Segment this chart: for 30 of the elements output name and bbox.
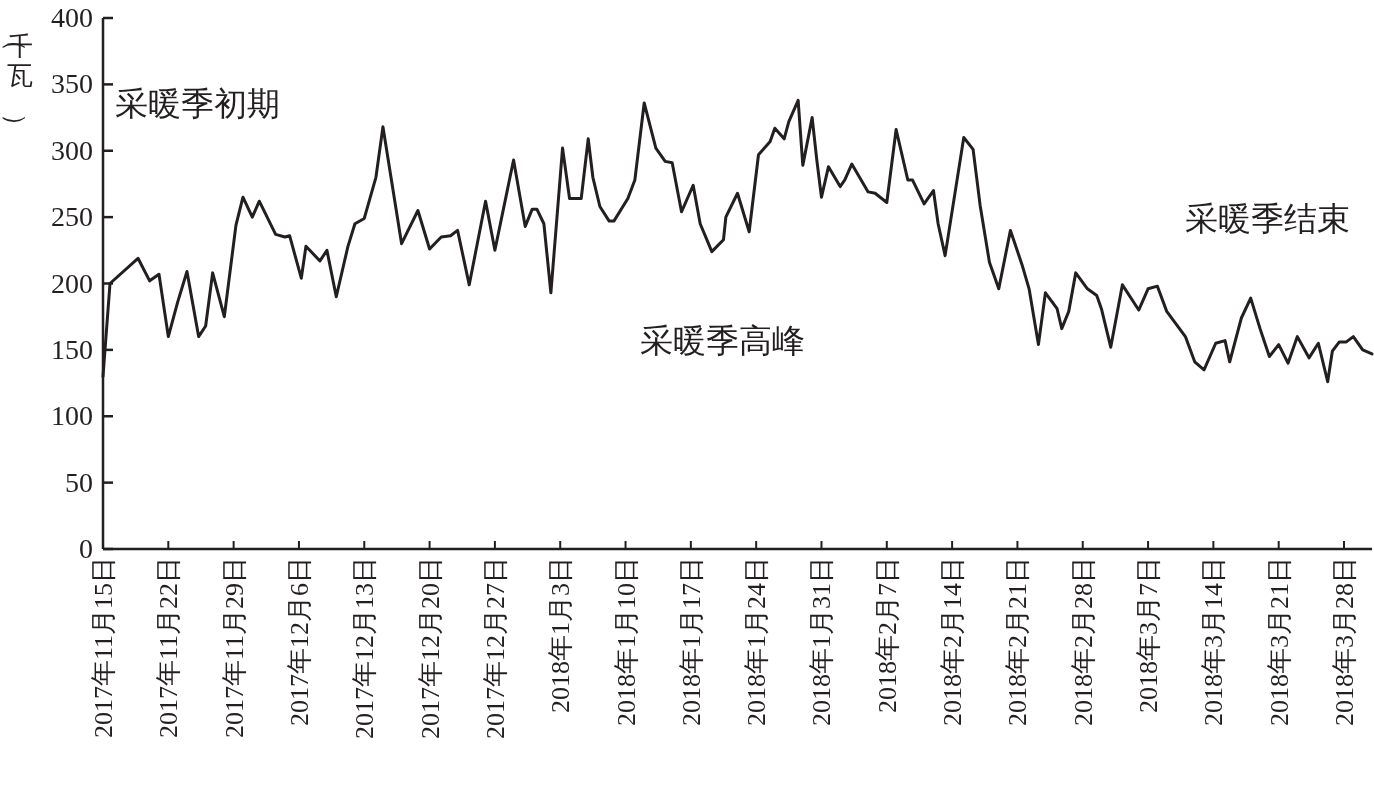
x-tick-label: 2018年3月7日 xyxy=(1134,557,1164,713)
annotation: 采暖季高峰 xyxy=(640,323,805,359)
x-tick-label: 2018年3月14日 xyxy=(1199,557,1229,726)
x-tick-label: 2017年11月22日 xyxy=(154,557,184,739)
x-tick-label: 2017年11月29日 xyxy=(219,557,249,739)
x-tick-label: 2018年3月28日 xyxy=(1330,557,1360,726)
x-tick-label: 2018年1月17日 xyxy=(676,557,706,726)
y-tick-label: 200 xyxy=(51,267,93,299)
x-tick-label: 2017年12月13日 xyxy=(350,557,380,739)
y-tick-label: 100 xyxy=(51,400,93,432)
annotation: 采暖季初期 xyxy=(115,86,280,122)
x-tick-label: 2018年3月21日 xyxy=(1264,557,1294,726)
x-tick-label: 2017年12月20日 xyxy=(415,557,445,739)
annotation: 采暖季结束 xyxy=(1185,201,1350,237)
x-tick-label: 2018年2月28日 xyxy=(1068,557,1098,726)
x-tick-label: 2018年1月3日 xyxy=(546,557,576,713)
x-tick-label: 2018年2月7日 xyxy=(872,557,902,713)
x-tick-label: 2017年12月6日 xyxy=(284,557,314,726)
x-tick-label: 2018年1月10日 xyxy=(611,557,641,726)
x-tick-label: 2018年1月31日 xyxy=(807,557,837,726)
y-tick-label: 350 xyxy=(51,68,93,100)
y-tick-label: 250 xyxy=(51,201,93,233)
y-tick-label: 50 xyxy=(65,466,93,498)
x-tick-label: 2018年1月24日 xyxy=(742,557,772,726)
x-tick-label: 2017年12月27日 xyxy=(480,557,510,739)
y-tick-label: 150 xyxy=(51,333,93,365)
x-tick-label: 2018年2月14日 xyxy=(938,557,968,726)
y-tick-label: 400 xyxy=(51,2,93,33)
y-tick-label: 300 xyxy=(51,134,93,166)
x-tick-label: 2018年2月21日 xyxy=(1003,557,1033,726)
